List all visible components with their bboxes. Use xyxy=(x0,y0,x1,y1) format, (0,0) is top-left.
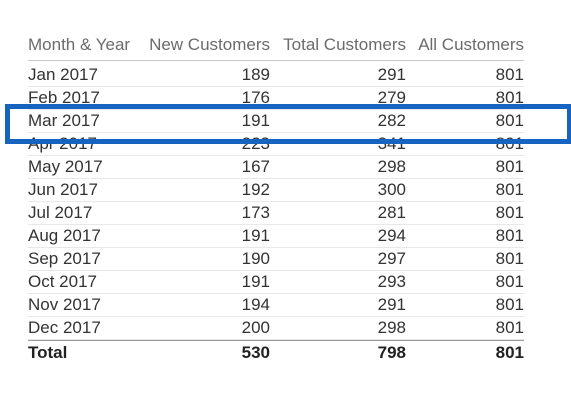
total-all-customers: 801 xyxy=(495,343,524,362)
table-body: Jan 2017 189 291 801 Feb 2017 176 279 801 Mar 20… xyxy=(28,61,524,340)
cell-all-customers: 801 xyxy=(495,318,524,337)
table-row[interactable]: Jul 2017 173 281 801 xyxy=(28,202,524,225)
cell-all-customers: 801 xyxy=(495,249,524,268)
cell-new-customers: 191 xyxy=(241,272,270,291)
cell-total-customers: 291 xyxy=(377,295,406,314)
cell-all-customers: 801 xyxy=(495,111,524,130)
cell-total-customers: 298 xyxy=(377,157,406,176)
table-row[interactable]: Dec 2017 200 298 801 xyxy=(28,317,524,340)
cell-total-customers: 294 xyxy=(377,226,406,245)
cell-new-customers: 189 xyxy=(241,65,270,84)
cell-new-customers: 191 xyxy=(241,111,270,130)
column-header-month-year[interactable]: Month & Year xyxy=(28,35,131,54)
cell-new-customers: 176 xyxy=(241,88,270,107)
cell-new-customers: 173 xyxy=(241,203,270,222)
cell-month-year: Jul 2017 xyxy=(28,203,93,222)
total-label: Total xyxy=(28,343,68,362)
cell-month-year: Feb 2017 xyxy=(28,88,100,107)
cell-month-year: Nov 2017 xyxy=(28,295,101,314)
cell-all-customers: 801 xyxy=(495,157,524,176)
table-row[interactable]: Oct 2017 191 293 801 xyxy=(28,271,524,294)
cell-total-customers: 297 xyxy=(377,249,406,268)
cell-total-customers: 341 xyxy=(377,134,406,153)
cell-all-customers: 801 xyxy=(495,88,524,107)
cell-month-year: Jan 2017 xyxy=(28,65,98,84)
cell-month-year: May 2017 xyxy=(28,157,103,176)
cell-new-customers: 192 xyxy=(241,180,270,199)
cell-total-customers: 293 xyxy=(377,272,406,291)
cell-total-customers: 279 xyxy=(377,88,406,107)
cell-all-customers: 801 xyxy=(495,203,524,222)
cell-month-year: Mar 2017 xyxy=(28,111,100,130)
table-row[interactable]: Jun 2017 192 300 801 xyxy=(28,179,524,202)
cell-month-year: Jun 2017 xyxy=(28,180,98,199)
total-new-customers: 530 xyxy=(241,343,270,362)
cell-month-year: Aug 2017 xyxy=(28,226,101,245)
cell-all-customers: 801 xyxy=(495,272,524,291)
table-visual: Month & Year New Customers Total Custome… xyxy=(28,30,524,365)
cell-all-customers: 801 xyxy=(495,180,524,199)
table-row[interactable]: May 2017 167 298 801 xyxy=(28,156,524,179)
table-total-row: Total 530 798 801 xyxy=(28,340,524,365)
cell-month-year: Apr 2017 xyxy=(28,134,97,153)
table-row[interactable]: Mar 2017 191 282 801 xyxy=(28,110,524,133)
cell-all-customers: 801 xyxy=(495,226,524,245)
cell-new-customers: 194 xyxy=(241,295,270,314)
cell-new-customers: 167 xyxy=(241,157,270,176)
cell-month-year: Dec 2017 xyxy=(28,318,101,337)
table-row[interactable]: Jan 2017 189 291 801 xyxy=(28,64,524,87)
cell-new-customers: 223 xyxy=(241,134,270,153)
cell-month-year: Sep 2017 xyxy=(28,249,101,268)
cell-new-customers: 191 xyxy=(241,226,270,245)
column-header-total-customers[interactable]: Total Customers xyxy=(283,35,406,54)
cell-new-customers: 200 xyxy=(241,318,270,337)
cell-month-year: Oct 2017 xyxy=(28,272,97,291)
table-header: Month & Year New Customers Total Custome… xyxy=(28,30,524,61)
column-header-new-customers[interactable]: New Customers xyxy=(149,35,270,54)
cell-all-customers: 801 xyxy=(495,295,524,314)
cell-total-customers: 298 xyxy=(377,318,406,337)
cell-total-customers: 300 xyxy=(377,180,406,199)
cell-all-customers: 801 xyxy=(495,65,524,84)
column-header-all-customers[interactable]: All Customers xyxy=(418,35,524,54)
table-row[interactable]: Feb 2017 176 279 801 xyxy=(28,87,524,110)
table-row[interactable]: Apr 2017 223 341 801 xyxy=(28,133,524,156)
table-row[interactable]: Nov 2017 194 291 801 xyxy=(28,294,524,317)
cell-new-customers: 190 xyxy=(241,249,270,268)
cell-all-customers: 801 xyxy=(495,134,524,153)
cell-total-customers: 282 xyxy=(377,111,406,130)
table-row[interactable]: Aug 2017 191 294 801 xyxy=(28,225,524,248)
total-total-customers: 798 xyxy=(377,343,406,362)
cell-total-customers: 281 xyxy=(377,203,406,222)
table-row[interactable]: Sep 2017 190 297 801 xyxy=(28,248,524,271)
cell-total-customers: 291 xyxy=(377,65,406,84)
